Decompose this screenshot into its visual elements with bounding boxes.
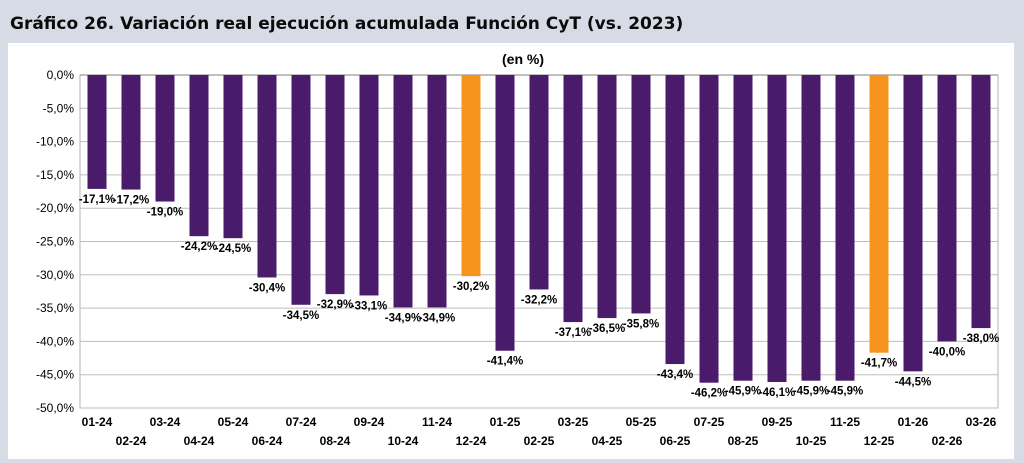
bar-chart: 0,0% -5,0% -10,0% -15,0% -20,0% -25,0% -30,0% -… (36, 68, 999, 448)
x-tick-label: 06-24 (252, 434, 283, 448)
data-label: -32,2% (521, 294, 557, 306)
x-tick-label: 01-24 (82, 415, 113, 429)
bar-03-26 (971, 75, 991, 329)
data-label: -44,5% (895, 376, 931, 388)
bar-04-24 (189, 75, 209, 237)
y-tick-label: -15,0% (36, 168, 74, 182)
x-tick-label: 03-24 (150, 415, 181, 429)
data-label: -24,5% (215, 243, 251, 255)
y-tick-label: -25,0% (36, 235, 74, 249)
y-tick-label: -35,0% (36, 301, 74, 315)
bar-01-26 (903, 75, 923, 372)
x-tick-label: 10-24 (388, 434, 419, 448)
data-label: -45,9% (725, 386, 761, 398)
data-label: -19,0% (147, 207, 183, 219)
data-label: -34,5% (283, 310, 319, 322)
x-tick-label: 09-25 (762, 415, 793, 429)
x-tick-label: 04-24 (184, 434, 215, 448)
data-label: -43,4% (657, 369, 693, 381)
chart-subtitle: (en %) (502, 51, 544, 67)
y-tick-label: 0,0% (47, 68, 75, 82)
x-tick-label: 08-25 (728, 434, 759, 448)
x-tick-label: 08-24 (320, 434, 351, 448)
bar-08-25 (733, 75, 753, 381)
chart-heading: Gráfico 26. Variación real ejecución acu… (10, 14, 684, 34)
data-label: -37,1% (555, 327, 591, 339)
bar-07-25 (699, 75, 719, 383)
bar-10-24 (393, 75, 413, 308)
x-tick-label: 10-25 (796, 434, 827, 448)
x-tick-label: 11-24 (422, 415, 452, 429)
x-tick-label: 09-24 (354, 415, 385, 429)
bar-01-25 (495, 75, 515, 351)
bar-09-24 (359, 75, 379, 296)
bar-02-25 (529, 75, 549, 290)
bar-10-25 (801, 75, 821, 381)
x-tick-label: 07-25 (694, 415, 725, 429)
chart-panel: (en %) 0,0% -5,0% -10,0% -15,0% -20,0% -25,0%… (8, 43, 1014, 459)
bar-11-25 (835, 75, 855, 381)
data-label: -30,4% (249, 282, 285, 294)
data-label: -45,9% (793, 386, 829, 398)
bar-06-25 (665, 75, 685, 365)
x-tick-label: 03-26 (966, 415, 997, 429)
bar-01-24 (87, 75, 107, 189)
x-tick-label: 02-26 (932, 434, 963, 448)
data-label: -40,0% (929, 346, 965, 358)
x-tick-label: 12-24 (456, 434, 487, 448)
y-tick-label: -45,0% (36, 368, 74, 382)
data-label: -41,7% (861, 358, 897, 370)
y-tick-label: -10,0% (36, 135, 74, 149)
x-tick-label: 06-25 (660, 434, 691, 448)
bar-05-25 (631, 75, 651, 314)
x-tick-label: 03-25 (558, 415, 589, 429)
y-tick-label: -30,0% (36, 268, 74, 282)
y-tick-label: -50,0% (36, 401, 74, 415)
bar-06-24 (257, 75, 277, 278)
data-label: -45,9% (827, 386, 863, 398)
x-tick-label: 11-25 (830, 415, 860, 429)
y-tick-label: -5,0% (43, 101, 75, 115)
x-tick-label: 05-25 (626, 415, 657, 429)
y-tick-label: -20,0% (36, 201, 74, 215)
x-tick-label: 04-25 (592, 434, 623, 448)
data-label: -35,8% (623, 318, 659, 330)
bar-03-24 (155, 75, 175, 202)
bar-05-24 (223, 75, 243, 239)
data-label: -33,1% (351, 300, 387, 312)
data-label: -46,1% (759, 387, 795, 399)
x-tick-label: 12-25 (864, 434, 895, 448)
bar-11-24 (427, 75, 447, 308)
bar-04-25 (597, 75, 617, 319)
data-label: -24,2% (181, 241, 217, 253)
data-label: -46,2% (691, 388, 727, 400)
bar-09-25 (767, 75, 787, 383)
x-tick-label: 07-24 (286, 415, 317, 429)
data-label: -41,4% (487, 356, 523, 368)
bar-03-25 (563, 75, 583, 323)
x-tick-label: 02-24 (116, 434, 147, 448)
bar-02-26 (937, 75, 957, 342)
bar-12-24 (461, 75, 481, 277)
bar-02-24 (121, 75, 141, 190)
x-tick-label: 01-26 (898, 415, 929, 429)
x-tick-label: 02-25 (524, 434, 555, 448)
data-label: -34,9% (385, 312, 421, 324)
data-label: -17,1% (79, 194, 115, 206)
bar-12-25 (869, 75, 889, 353)
data-label: -38,0% (963, 333, 999, 345)
bar-07-24 (291, 75, 311, 305)
data-label: -30,2% (453, 281, 489, 293)
data-label: -32,9% (317, 299, 353, 311)
bar-08-24 (325, 75, 345, 295)
data-label: -34,9% (419, 312, 455, 324)
data-label: -17,2% (113, 195, 149, 207)
x-tick-label: 05-24 (218, 415, 249, 429)
x-tick-label: 01-25 (490, 415, 521, 429)
y-tick-label: -40,0% (36, 334, 74, 348)
data-label: -36,5% (589, 323, 625, 335)
